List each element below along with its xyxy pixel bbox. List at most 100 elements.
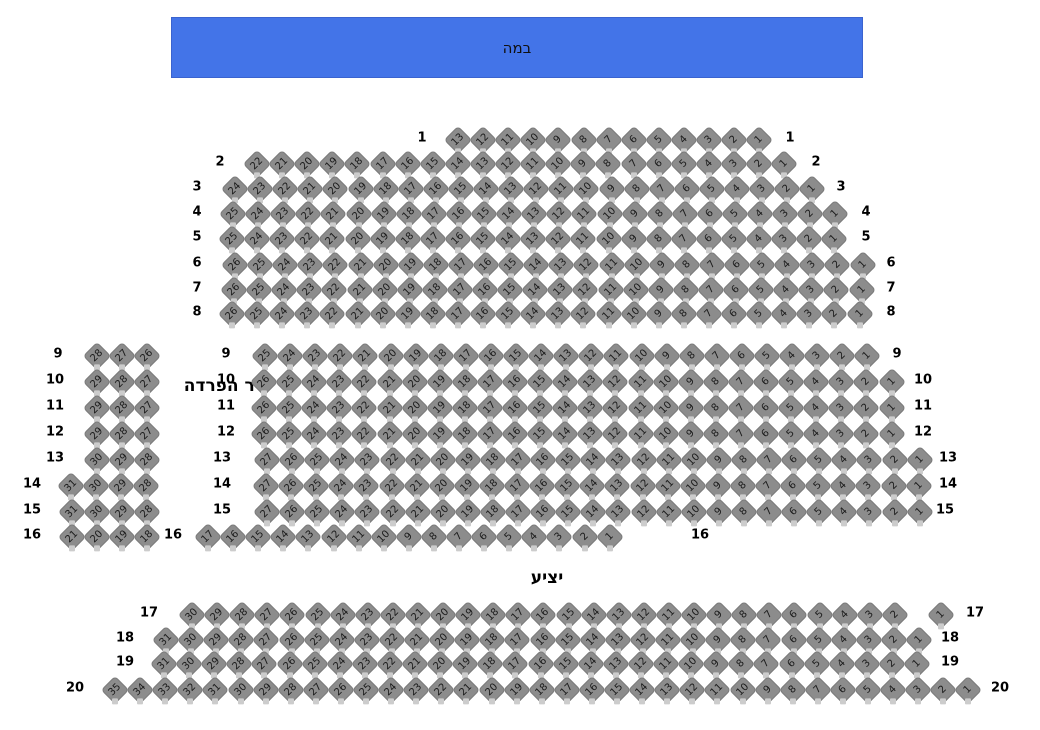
seat-row-4-num-20[interactable]: 20 [344,199,373,229]
seat-row-4-num-5[interactable]: 5 [720,199,750,229]
seat-row-17-num-24[interactable]: 24 [328,600,357,630]
seat-row-20-num-30[interactable]: 30 [226,675,255,705]
seat-row-16-num-14[interactable]: 14 [269,522,298,552]
seat-row-9-num-26[interactable]: 26 [133,341,162,371]
seat-row-20-num-22[interactable]: 22 [427,675,456,705]
seat-row-10-num-8[interactable]: 8 [701,367,730,397]
seat-row-9-num-16[interactable]: 16 [476,341,506,371]
seat-row-6-num-9[interactable]: 9 [647,250,676,280]
seat-row-16-num-13[interactable]: 13 [294,522,323,552]
seat-row-16-num-15[interactable]: 15 [244,522,273,552]
seat-row-13-num-25[interactable]: 25 [303,445,332,475]
seat-row-15-num-13[interactable]: 13 [604,497,633,527]
seat-row-7-num-12[interactable]: 12 [571,275,600,305]
seat-row-3-num-19[interactable]: 19 [346,174,375,204]
seat-row-10-num-27[interactable]: 27 [133,367,162,397]
seat-row-14-num-26[interactable]: 26 [276,471,306,501]
seat-row-10-num-11[interactable]: 11 [626,367,655,397]
seat-row-18-num-24[interactable]: 24 [327,625,356,655]
seat-row-1-num-6[interactable]: 6 [619,125,648,155]
seat-row-15-num-9[interactable]: 9 [704,497,733,527]
seat-row-18-num-27[interactable]: 27 [252,625,281,655]
seat-row-8-num-7[interactable]: 7 [694,299,724,329]
seat-row-4-num-22[interactable]: 22 [294,199,323,229]
seat-row-3-num-21[interactable]: 21 [296,174,325,204]
seat-row-20-num-1[interactable]: 1 [954,675,983,705]
seat-row-12-num-8[interactable]: 8 [701,419,730,449]
seat-row-7-num-16[interactable]: 16 [470,275,500,305]
seat-row-19-num-14[interactable]: 14 [576,649,605,679]
seat-row-20-num-18[interactable]: 18 [527,675,556,705]
seat-row-20-num-26[interactable]: 26 [326,675,356,705]
seat-row-14-num-16[interactable]: 16 [527,471,557,501]
seat-row-3-num-8[interactable]: 8 [622,174,651,204]
seat-row-9-num-23[interactable]: 23 [301,341,330,371]
seat-row-11-num-7[interactable]: 7 [726,393,756,423]
seat-row-11-num-22[interactable]: 22 [350,393,379,423]
seat-row-18-num-16[interactable]: 16 [528,625,557,655]
seat-row-18-num-21[interactable]: 21 [402,625,432,655]
seat-row-15-num-12[interactable]: 12 [629,497,658,527]
seat-row-2-num-22[interactable]: 22 [242,149,272,179]
seat-row-3-num-13[interactable]: 13 [496,174,526,204]
seat-row-17-num-1[interactable]: 1 [926,600,956,630]
seat-row-3-num-16[interactable]: 16 [421,174,450,204]
seat-row-5-num-2[interactable]: 2 [795,224,824,254]
seat-row-7-num-10[interactable]: 10 [621,275,650,305]
seat-row-8-num-6[interactable]: 6 [719,299,749,329]
seat-row-10-num-19[interactable]: 19 [425,367,454,397]
seat-row-10-num-20[interactable]: 20 [400,367,429,397]
seat-row-13-num-30[interactable]: 30 [82,445,112,475]
seat-row-2-num-15[interactable]: 15 [418,149,447,179]
seat-row-9-num-2[interactable]: 2 [828,341,857,371]
seat-row-17-num-10[interactable]: 10 [679,600,709,630]
seat-row-1-num-3[interactable]: 3 [694,125,724,155]
seat-row-18-num-15[interactable]: 15 [553,625,582,655]
seat-row-3-num-14[interactable]: 14 [471,174,501,204]
seat-row-20-num-33[interactable]: 33 [151,675,180,705]
seat-row-19-num-8[interactable]: 8 [727,649,756,679]
seat-row-10-num-28[interactable]: 28 [107,367,137,397]
seat-row-13-num-21[interactable]: 21 [403,445,432,475]
seat-row-8-num-26[interactable]: 26 [217,299,247,329]
seat-row-6-num-15[interactable]: 15 [496,250,526,280]
seat-row-17-num-18[interactable]: 18 [479,600,508,630]
seat-row-19-num-3[interactable]: 3 [852,649,881,679]
seat-row-8-num-22[interactable]: 22 [318,299,347,329]
seat-row-18-num-25[interactable]: 25 [302,625,331,655]
seat-row-19-num-18[interactable]: 18 [476,649,505,679]
seat-row-11-num-9[interactable]: 9 [676,393,705,423]
seat-row-15-num-18[interactable]: 18 [478,497,508,527]
seat-row-5-num-18[interactable]: 18 [393,224,422,254]
seat-row-13-num-8[interactable]: 8 [729,445,759,475]
seat-row-12-num-27[interactable]: 27 [133,419,162,449]
seat-row-17-num-7[interactable]: 7 [755,600,784,630]
seat-row-18-num-14[interactable]: 14 [578,625,607,655]
seat-row-17-num-14[interactable]: 14 [579,600,608,630]
seat-row-2-num-17[interactable]: 17 [368,149,397,179]
seat-row-20-num-28[interactable]: 28 [276,675,305,705]
seat-row-5-num-22[interactable]: 22 [293,224,322,254]
seat-row-1-num-8[interactable]: 8 [569,125,598,155]
seat-row-14-num-31[interactable]: 31 [56,471,86,501]
seat-row-16-num-8[interactable]: 8 [419,522,449,552]
seat-row-12-num-2[interactable]: 2 [852,419,881,449]
seat-row-13-num-24[interactable]: 24 [328,445,357,475]
seat-row-15-num-22[interactable]: 22 [378,497,407,527]
seat-row-9-num-9[interactable]: 9 [652,341,681,371]
seat-row-4-num-7[interactable]: 7 [670,199,699,229]
seat-row-12-num-17[interactable]: 17 [475,419,505,449]
seat-row-8-num-15[interactable]: 15 [493,299,523,329]
seat-row-18-num-5[interactable]: 5 [804,625,833,655]
seat-row-13-num-10[interactable]: 10 [679,445,708,475]
seat-row-12-num-19[interactable]: 19 [425,419,454,449]
seat-row-8-num-9[interactable]: 9 [644,299,673,329]
seat-row-20-num-13[interactable]: 13 [653,675,682,705]
seat-row-5-num-8[interactable]: 8 [644,224,673,254]
seat-row-4-num-23[interactable]: 23 [269,199,298,229]
seat-row-11-num-29[interactable]: 29 [82,393,112,423]
seat-row-20-num-2[interactable]: 2 [929,675,958,705]
seat-row-15-num-2[interactable]: 2 [880,497,909,527]
seat-row-8-num-4[interactable]: 4 [770,299,799,329]
seat-row-10-num-14[interactable]: 14 [551,367,580,397]
